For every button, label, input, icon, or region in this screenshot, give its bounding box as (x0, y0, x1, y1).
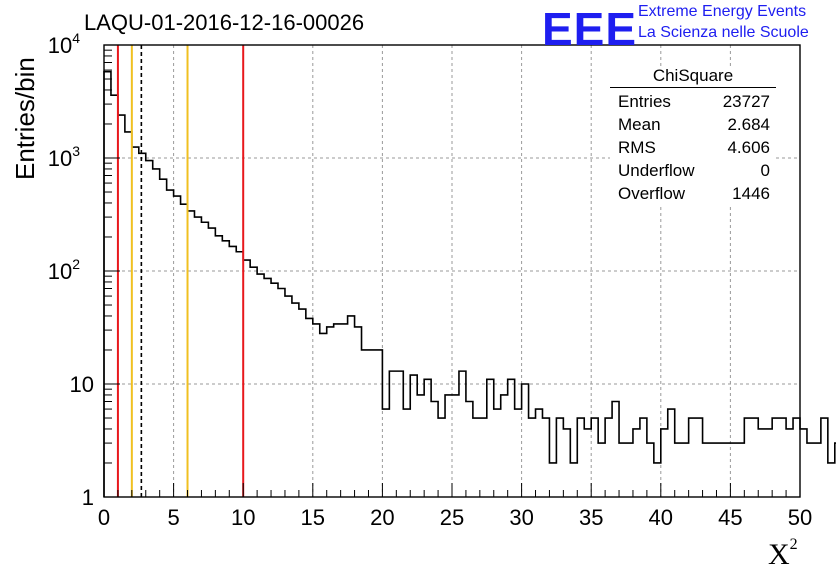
stats-row-entries: Entries 23727 (610, 90, 776, 113)
y-tick-label: 104 (48, 30, 80, 58)
x-tick-label: 25 (440, 505, 464, 530)
stats-label: Entries (618, 92, 671, 111)
x-tick-label: 35 (579, 505, 603, 530)
chart-title: LAQU-01-2016-12-16-00026 (84, 10, 365, 35)
x-tick-label: 50 (788, 505, 812, 530)
stats-box-title: ChiSquare (610, 66, 776, 88)
x-tick-label: 0 (98, 505, 110, 530)
stats-value: 4.606 (727, 138, 770, 157)
y-tick-exponent: 2 (72, 256, 80, 272)
y-tick-exponent: 3 (72, 143, 80, 159)
stats-value: 23727 (722, 92, 770, 111)
stats-row-rms: RMS 4.606 (610, 136, 776, 159)
histogram-series (103, 70, 836, 497)
y-tick-label: 103 (48, 143, 80, 171)
stats-row-underflow: Underflow 0 (610, 159, 776, 182)
x-tick-label: 10 (231, 505, 255, 530)
stats-label: Underflow (618, 161, 695, 180)
x-axis-label-exponent: 2 (789, 536, 798, 553)
x-tick-label: 5 (167, 505, 179, 530)
stats-value: 2.684 (727, 115, 770, 134)
y-tick-label: 1 (82, 485, 94, 510)
y-tick-exponent: 4 (72, 30, 80, 46)
stats-label: RMS (618, 138, 656, 157)
y-tick-label: 10 (70, 372, 94, 397)
x-tick-label: 45 (718, 505, 742, 530)
x-axis-label: X2 (768, 536, 798, 572)
stats-box: ChiSquare Entries 23727 Mean 2.684 RMS 4… (610, 66, 776, 205)
stats-value: 0 (760, 161, 770, 180)
stats-row-mean: Mean 2.684 (610, 113, 776, 136)
y-tick-label: 102 (48, 256, 80, 284)
x-tick-label: 40 (649, 505, 673, 530)
stats-label: Overflow (618, 184, 686, 203)
logo-line-1: Extreme Energy Events (638, 3, 807, 20)
logo-line-2: La Scienza nelle Scuole (638, 24, 809, 41)
stats-row-overflow: Overflow 1446 (610, 182, 776, 205)
y-axis-label: Entries/bin (10, 57, 40, 180)
eee-logo: EEE (542, 3, 638, 55)
x-axis-label-base: X (768, 538, 790, 571)
stats-label: Mean (618, 115, 661, 134)
x-tick-label: 15 (301, 505, 325, 530)
stats-value: 1446 (732, 184, 770, 203)
x-tick-label: 20 (370, 505, 394, 530)
x-tick-label: 30 (509, 505, 533, 530)
